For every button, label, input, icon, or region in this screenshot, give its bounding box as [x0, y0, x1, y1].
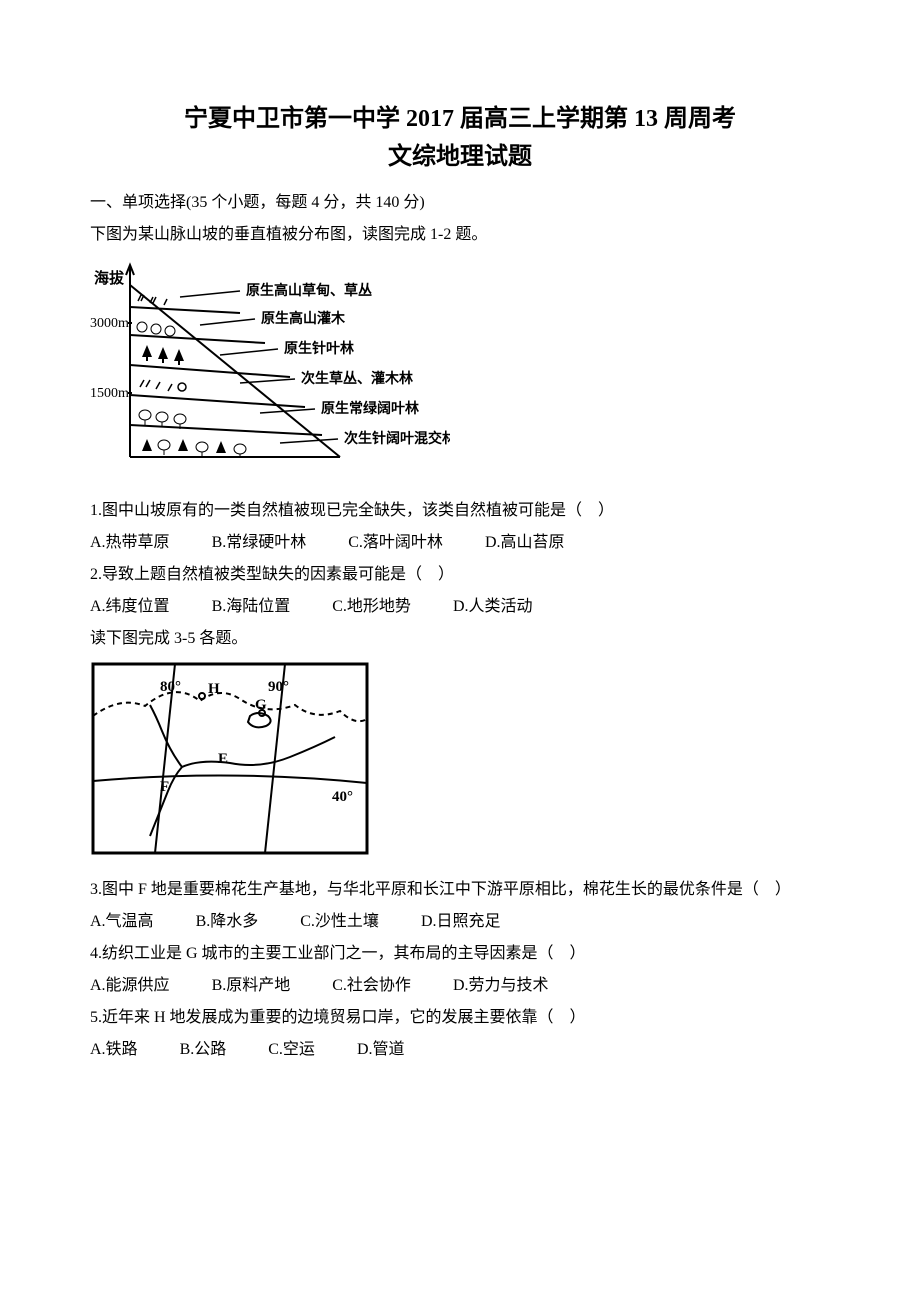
point-G: G: [255, 697, 267, 713]
q4-stem: 4.纺织工业是 G 城市的主要工业部门之一，其布局的主导因素是（ ）: [90, 938, 830, 970]
q5-optC: C.空运: [268, 1034, 315, 1066]
band-label-1: 原生高山草甸、草丛: [246, 282, 372, 299]
intro-q3-5: 读下图完成 3-5 各题。: [90, 623, 830, 655]
q3-stem: 3.图中 F 地是重要棉花生产基地，与华北平原和长江中下游平原相比，棉花生长的最…: [90, 874, 830, 906]
q1-stem: 1.图中山坡原有的一类自然植被现已完全缺失，该类自然植被可能是（ ）: [90, 495, 830, 527]
band-label-4: 次生草丛、灌木林: [301, 370, 413, 387]
q5-stem: 5.近年来 H 地发展成为重要的边境贸易口岸，它的发展主要依靠（ ）: [90, 1002, 830, 1034]
q2-optC: C.地形地势: [332, 591, 411, 623]
q2-optD: D.人类活动: [453, 591, 533, 623]
q5-optB: B.公路: [180, 1034, 227, 1066]
band-label-3: 原生针叶林: [284, 340, 354, 357]
q3-optD: D.日照充足: [421, 906, 501, 938]
q1-optB: B.常绿硬叶林: [212, 527, 307, 559]
q3-optC: C.沙性土壤: [300, 906, 379, 938]
q1-optC: C.落叶阔叶林: [348, 527, 443, 559]
q5-options: A.铁路 B.公路 C.空运 D.管道: [90, 1034, 830, 1066]
axis-y-label: 海拔: [94, 269, 125, 287]
q4-optC: C.社会协作: [332, 970, 411, 1002]
q4-optA: A.能源供应: [90, 970, 170, 1002]
exam-title-line1: 宁夏中卫市第一中学 2017 届高三上学期第 13 周周考: [90, 100, 830, 138]
point-H: H: [208, 681, 220, 697]
band-label-6: 次生针阔叶混交林: [344, 430, 450, 447]
q1-optA: A.热带草原: [90, 527, 170, 559]
q5-optA: A.铁路: [90, 1034, 138, 1066]
q5-optD: D.管道: [357, 1034, 405, 1066]
q4-optD: D.劳力与技术: [453, 970, 549, 1002]
q2-options: A.纬度位置 B.海陆位置 C.地形地势 D.人类活动: [90, 591, 830, 623]
y-tick-1500: 1500m: [90, 386, 129, 401]
q2-optA: A.纬度位置: [90, 591, 170, 623]
section-header: 一、单项选择(35 个小题，每题 4 分，共 140 分): [90, 187, 830, 219]
q3-options: A.气温高 B.降水多 C.沙性土壤 D.日照充足: [90, 906, 830, 938]
q3-optB: B.降水多: [196, 906, 259, 938]
figure-map: 80° 90° 40° H G E F: [90, 661, 830, 856]
lat-40: 40°: [332, 789, 353, 805]
q3-optA: A.气温高: [90, 906, 154, 938]
lon-90: 90°: [268, 679, 289, 695]
point-F: F: [160, 779, 169, 795]
intro-q1-2: 下图为某山脉山坡的垂直植被分布图，读图完成 1-2 题。: [90, 219, 830, 251]
q4-options: A.能源供应 B.原料产地 C.社会协作 D.劳力与技术: [90, 970, 830, 1002]
q1-optD: D.高山苔原: [485, 527, 565, 559]
point-E: E: [218, 751, 228, 767]
q1-options: A.热带草原 B.常绿硬叶林 C.落叶阔叶林 D.高山苔原: [90, 527, 830, 559]
figure-vegetation-distribution: 海拔 3000m 1500m: [90, 257, 830, 477]
q4-optB: B.原料产地: [212, 970, 291, 1002]
band-label-5: 原生常绿阔叶林: [321, 400, 419, 417]
y-tick-3000: 3000m: [90, 316, 129, 331]
q2-optB: B.海陆位置: [212, 591, 291, 623]
exam-title-line2: 文综地理试题: [90, 138, 830, 176]
band-label-2: 原生高山灌木: [261, 310, 346, 327]
q2-stem: 2.导致上题自然植被类型缺失的因素最可能是（ ）: [90, 559, 830, 591]
